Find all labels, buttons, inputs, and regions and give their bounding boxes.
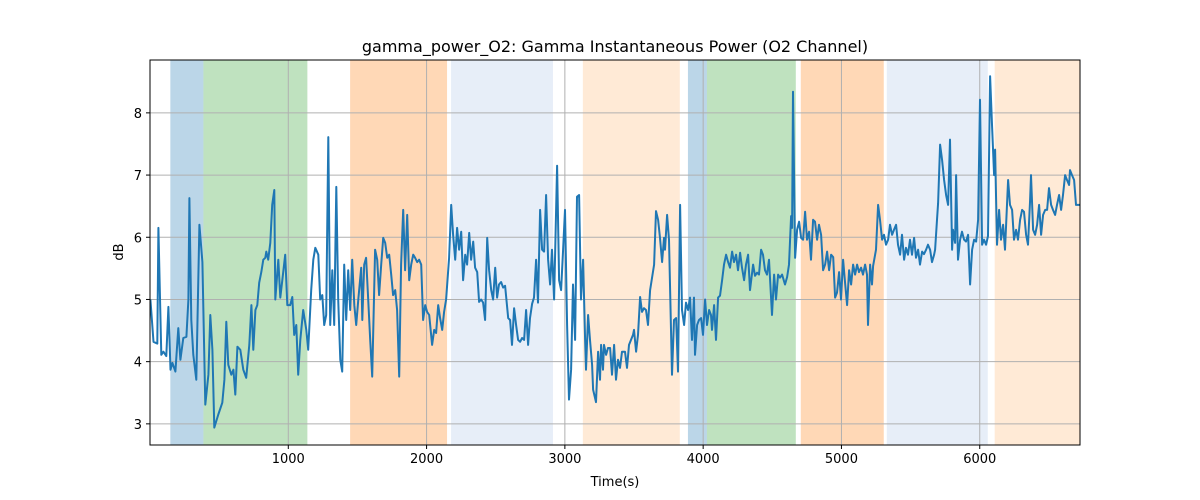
shaded-span-2 xyxy=(350,60,448,445)
shaded-span-9 xyxy=(994,60,1080,445)
y-tick-label: 3 xyxy=(134,418,142,433)
y-axis-label: dB xyxy=(112,243,127,260)
y-tick-label: 6 xyxy=(134,231,142,246)
shaded-span-3 xyxy=(451,60,553,445)
y-tick-label: 8 xyxy=(134,107,142,122)
series-layer xyxy=(150,75,1080,429)
y-tick-label: 7 xyxy=(134,169,142,184)
axis-ticks: 1000 2000 3000 4000 5000 6000 3 4 5 6 7 8 xyxy=(134,107,997,467)
shaded-span-7 xyxy=(800,60,884,445)
plot-frame xyxy=(149,59,1081,446)
chart-title: gamma_power_O2: Gamma Instantaneous Powe… xyxy=(362,37,868,57)
series-line-gamma_power_O2 xyxy=(150,75,1080,429)
x-tick-label: 6000 xyxy=(963,452,996,467)
x-tick-label: 2000 xyxy=(410,452,443,467)
x-tick-label: 5000 xyxy=(825,452,858,467)
y-tick-label: 5 xyxy=(134,293,142,308)
shaded-span-5 xyxy=(687,60,707,445)
x-tick-label: 4000 xyxy=(687,452,720,467)
y-tick-label: 4 xyxy=(134,356,142,371)
gridlines xyxy=(150,60,1080,445)
x-tick-label: 3000 xyxy=(548,452,581,467)
shaded-spans xyxy=(170,60,1080,445)
shaded-span-1 xyxy=(203,60,308,445)
x-tick-label: 1000 xyxy=(272,452,305,467)
x-axis-label: Time(s) xyxy=(590,475,640,490)
shaded-span-6 xyxy=(706,60,796,445)
